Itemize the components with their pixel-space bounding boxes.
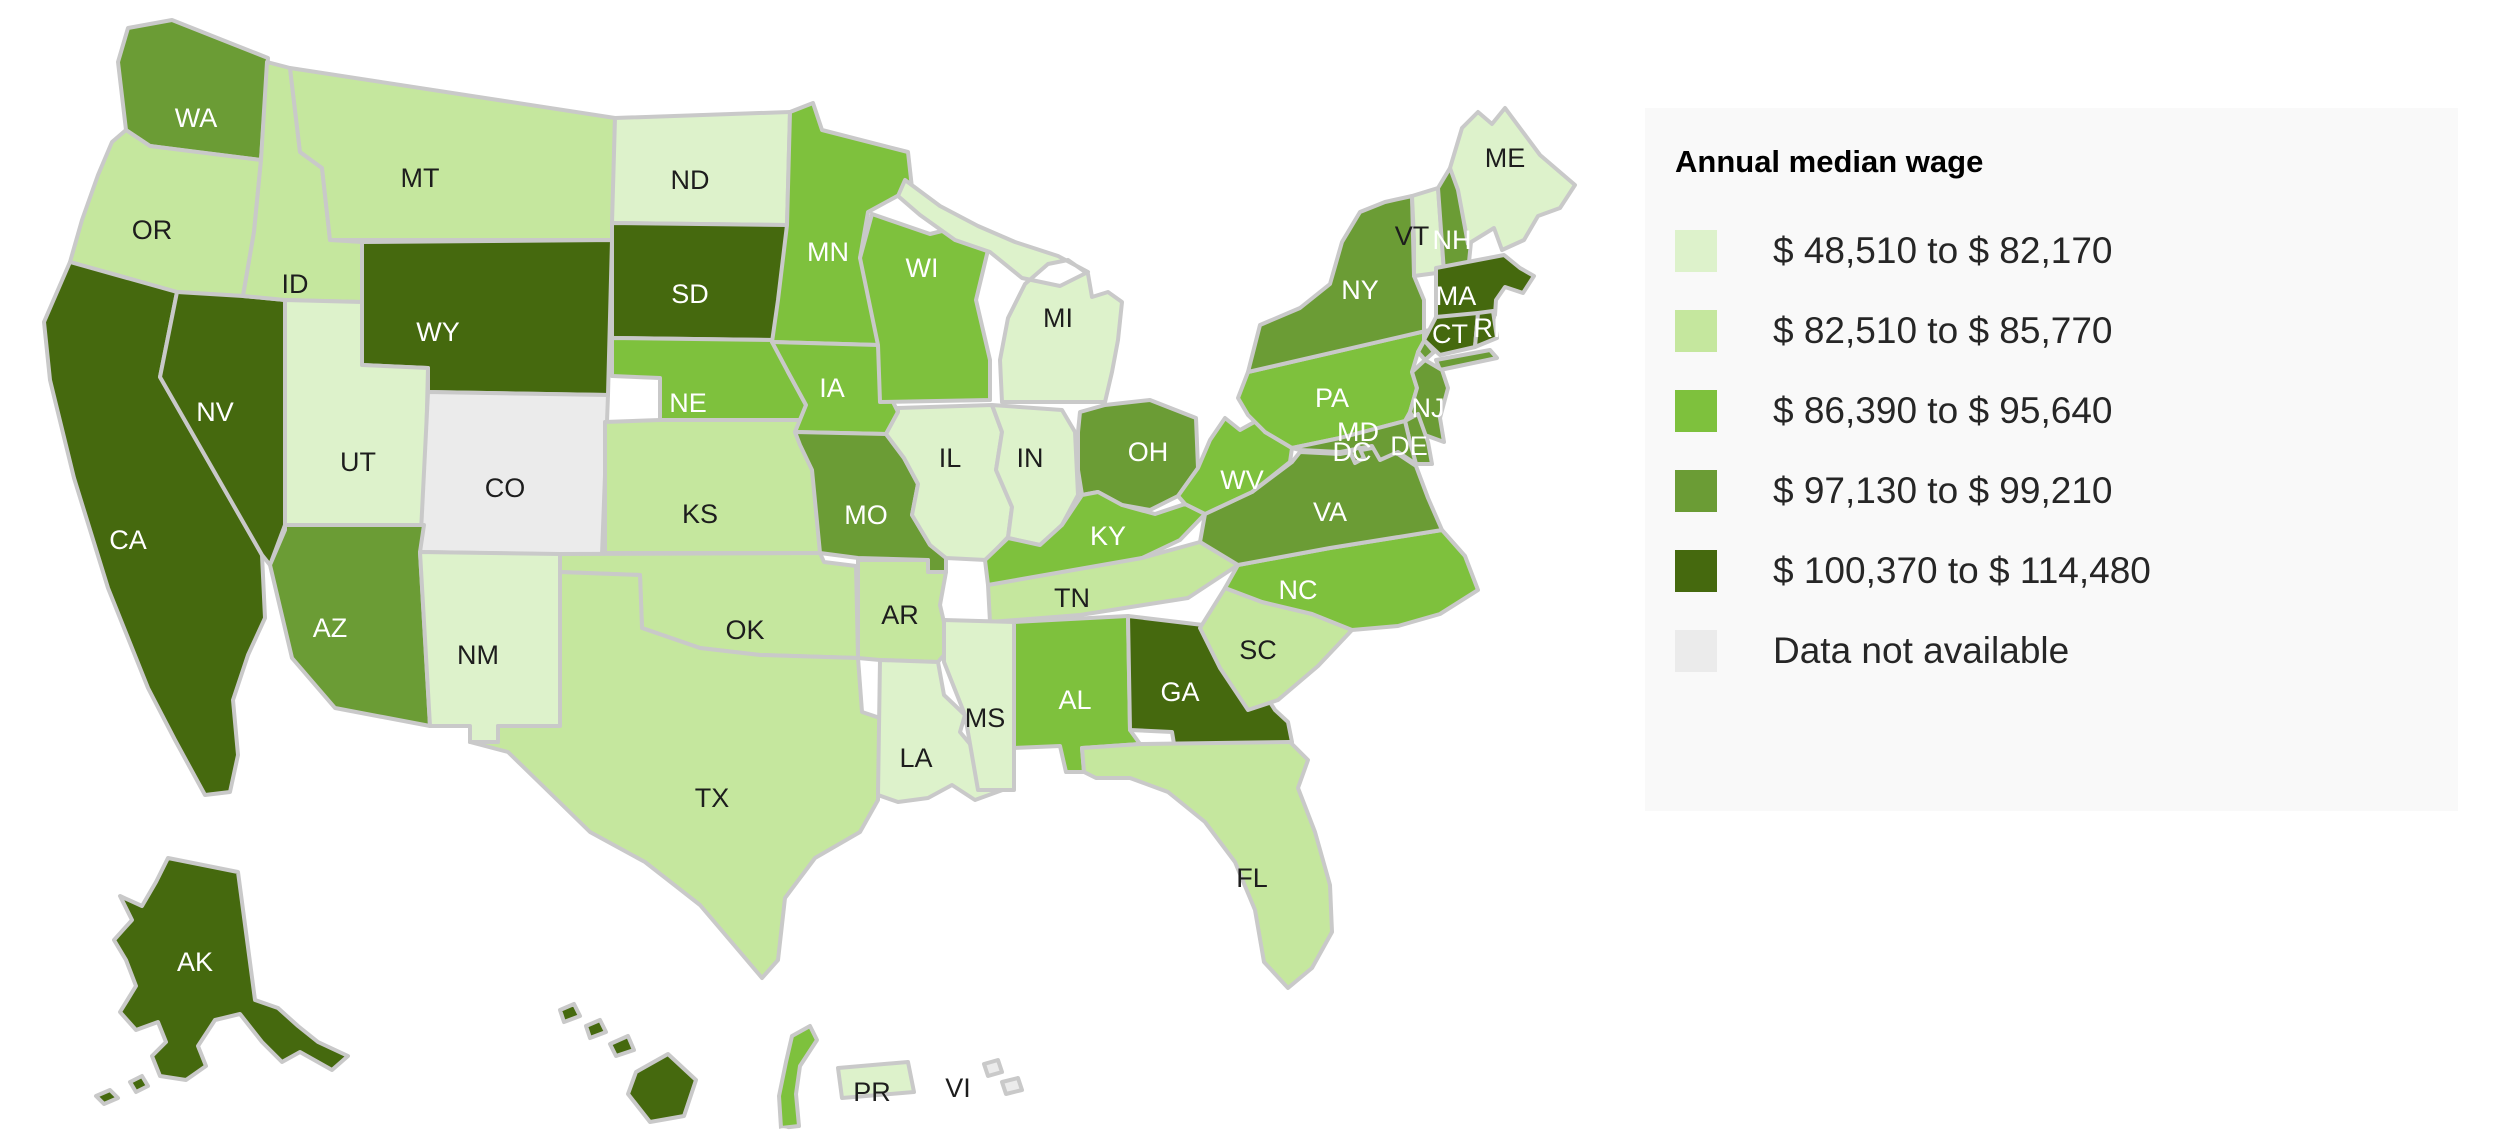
state-dc[interactable] <box>1348 445 1366 465</box>
legend-row: $ 100,370 to $ 114,480 <box>1675 550 2151 592</box>
legend-item-label: Data not available <box>1773 630 2070 671</box>
legend-swatch-2 <box>1675 390 1717 432</box>
state-ak[interactable] <box>94 856 350 1106</box>
state-label-az: AZ <box>313 613 348 643</box>
state-label-hi: HI <box>643 1119 670 1139</box>
state-hi[interactable] <box>558 1002 698 1124</box>
state-label-nc: NC <box>1279 575 1318 605</box>
legend-item-label: $ 86,390 to $ 95,640 <box>1773 390 2113 431</box>
state-label-in: IN <box>1017 443 1044 473</box>
state-label-nj: NJ <box>1412 393 1445 423</box>
states-layer <box>42 18 1577 1130</box>
state-label-nv: NV <box>196 397 234 427</box>
state-label-mn: MN <box>807 237 849 267</box>
state-label-md: MD <box>1337 417 1379 447</box>
state-label-wv: WV <box>1220 465 1264 495</box>
state-label-nh: NH <box>1433 225 1472 255</box>
state-label-sd: SD <box>671 279 709 309</box>
state-label-or: OR <box>132 215 173 245</box>
state-label-il: IL <box>939 443 962 473</box>
state-label-me: ME <box>1485 143 1526 173</box>
state-label-ne: NE <box>669 388 707 418</box>
state-gu[interactable] <box>777 1024 819 1130</box>
state-label-ga: GA <box>1160 677 1199 707</box>
state-vi[interactable] <box>982 1058 1024 1096</box>
legend-row: $ 97,130 to $ 99,210 <box>1675 470 2151 512</box>
legend-item-label: $ 82,510 to $ 85,770 <box>1773 310 2113 351</box>
state-label-ar: AR <box>881 600 919 630</box>
state-label-wy: WY <box>416 317 460 347</box>
state-az[interactable] <box>268 523 432 728</box>
state-label-ak: AK <box>177 947 213 977</box>
state-label-pa: PA <box>1315 383 1349 413</box>
state-label-wi: WI <box>906 253 939 283</box>
state-label-de: DE <box>1390 431 1428 461</box>
state-label-fl: FL <box>1236 863 1268 893</box>
state-pr[interactable] <box>836 1060 916 1100</box>
state-label-ms: MS <box>965 703 1006 733</box>
state-label-vi: VI <box>945 1073 971 1103</box>
state-mt[interactable] <box>288 66 617 242</box>
state-label-vt: VT <box>1395 221 1430 251</box>
state-label-ks: KS <box>682 499 718 529</box>
legend-row: $ 48,510 to $ 82,170 <box>1675 230 2151 272</box>
state-label-dc: DC <box>1333 437 1372 467</box>
legend-title: Annual median wage <box>1675 144 1984 179</box>
legend-swatch-1 <box>1675 310 1717 352</box>
state-fl[interactable] <box>1080 740 1334 990</box>
legend-rows: $ 48,510 to $ 82,170 $ 82,510 to $ 85,770… <box>1675 230 2151 672</box>
state-label-pr: PR <box>853 1077 891 1107</box>
state-label-mi: MI <box>1043 303 1073 333</box>
state-label-wa: WA <box>175 103 218 133</box>
legend-swatch-4 <box>1675 550 1717 592</box>
state-label-nd: ND <box>671 165 710 195</box>
state-label-mt: MT <box>401 163 440 193</box>
legend-panel: Annual median wage $ 48,510 to $ 82,170 $… <box>1645 108 2458 811</box>
legend-row: $ 86,390 to $ 95,640 <box>1675 390 2151 432</box>
state-label-ia: IA <box>819 373 845 403</box>
state-label-ri: RI <box>1474 313 1501 343</box>
legend-item-label: $ 100,370 to $ 114,480 <box>1773 550 2151 591</box>
state-label-ma: MA <box>1436 281 1477 311</box>
legend-item-label: $ 97,130 to $ 99,210 <box>1773 470 2113 511</box>
state-ri[interactable] <box>1473 309 1499 349</box>
state-label-la: LA <box>899 743 932 773</box>
state-label-ut: UT <box>340 447 376 477</box>
state-label-al: AL <box>1058 685 1091 715</box>
state-labels-layer: WA OR CA NV ID MT WY UT CO AZ NM ND SD NE KS OK TX MN IA MO… <box>109 103 1525 1139</box>
state-label-ok: OK <box>725 615 764 645</box>
state-label-sc: SC <box>1239 635 1277 665</box>
state-label-tn: TN <box>1054 583 1090 613</box>
state-label-ky: KY <box>1090 521 1126 551</box>
state-label-mo: MO <box>844 500 888 530</box>
legend-item-label: $ 48,510 to $ 82,170 <box>1773 230 2113 271</box>
legend-row: Data not available <box>1675 630 2151 672</box>
state-label-ny: NY <box>1341 275 1379 305</box>
state-mi[interactable] <box>896 178 1124 404</box>
state-label-va: VA <box>1313 497 1347 527</box>
legend-row: $ 82,510 to $ 85,770 <box>1675 310 2151 352</box>
legend-swatch-5 <box>1675 630 1717 672</box>
state-label-tx: TX <box>695 783 730 813</box>
state-ks[interactable] <box>603 418 822 555</box>
state-label-gu: GU <box>773 1123 814 1139</box>
state-label-co: CO <box>485 473 526 503</box>
state-ct[interactable] <box>1422 311 1480 357</box>
state-vt[interactable] <box>1410 186 1446 278</box>
state-tx[interactable] <box>468 570 882 980</box>
legend-swatch-3 <box>1675 470 1717 512</box>
state-md[interactable] <box>1290 419 1418 466</box>
state-label-ct: CT <box>1432 319 1468 349</box>
state-label-oh: OH <box>1128 437 1169 467</box>
state-me[interactable] <box>1448 106 1577 252</box>
state-label-ca: CA <box>109 525 147 555</box>
state-label-nm: NM <box>457 640 499 670</box>
legend-swatch-0 <box>1675 230 1717 272</box>
state-label-id: ID <box>282 269 309 299</box>
